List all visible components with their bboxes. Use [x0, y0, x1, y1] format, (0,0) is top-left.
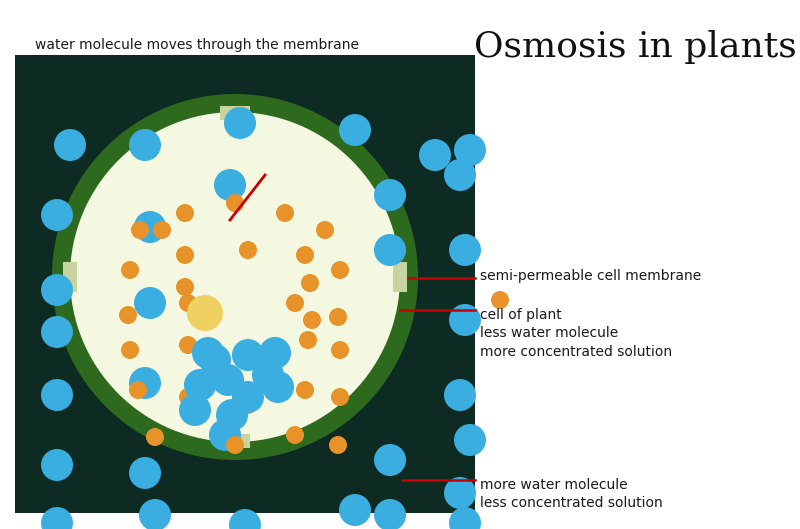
- Bar: [15, 55, 475, 513]
- Circle shape: [229, 509, 261, 529]
- Circle shape: [226, 194, 244, 212]
- Circle shape: [262, 371, 294, 403]
- Circle shape: [226, 436, 244, 454]
- Circle shape: [199, 344, 231, 376]
- Circle shape: [121, 261, 139, 279]
- Circle shape: [339, 114, 371, 146]
- Circle shape: [209, 419, 241, 451]
- Circle shape: [129, 129, 161, 161]
- Text: water molecule moves through the membrane: water molecule moves through the membran…: [35, 38, 359, 52]
- Circle shape: [70, 112, 400, 442]
- Circle shape: [232, 381, 264, 413]
- Circle shape: [449, 507, 481, 529]
- Circle shape: [176, 204, 194, 222]
- Circle shape: [179, 336, 197, 354]
- Circle shape: [184, 369, 216, 401]
- Circle shape: [134, 211, 166, 243]
- Circle shape: [41, 449, 73, 481]
- Circle shape: [41, 274, 73, 306]
- Circle shape: [239, 396, 257, 414]
- Circle shape: [259, 337, 291, 369]
- Text: semi-permeable cell membrane: semi-permeable cell membrane: [480, 269, 702, 283]
- Text: cell of plant
less water molecule
more concentrated solution: cell of plant less water molecule more c…: [480, 308, 672, 359]
- Circle shape: [224, 107, 256, 139]
- Circle shape: [232, 339, 264, 371]
- Circle shape: [299, 331, 317, 349]
- Circle shape: [41, 507, 73, 529]
- Circle shape: [374, 444, 406, 476]
- Circle shape: [374, 499, 406, 529]
- Circle shape: [134, 287, 166, 319]
- Circle shape: [444, 159, 476, 191]
- Circle shape: [316, 221, 334, 239]
- Circle shape: [454, 424, 486, 456]
- Circle shape: [339, 494, 371, 526]
- Circle shape: [296, 246, 314, 264]
- Circle shape: [129, 367, 161, 399]
- Circle shape: [41, 199, 73, 231]
- Bar: [220, 434, 250, 448]
- Circle shape: [286, 426, 304, 444]
- Bar: [220, 106, 250, 120]
- Circle shape: [129, 457, 161, 489]
- Text: Osmosis in plants: Osmosis in plants: [474, 30, 796, 64]
- Circle shape: [296, 381, 314, 399]
- Circle shape: [179, 388, 197, 406]
- Circle shape: [131, 221, 149, 239]
- Circle shape: [146, 428, 164, 446]
- Circle shape: [419, 139, 451, 171]
- Circle shape: [301, 274, 319, 292]
- Circle shape: [179, 394, 211, 426]
- Circle shape: [176, 278, 194, 296]
- Circle shape: [139, 499, 171, 529]
- Circle shape: [449, 234, 481, 266]
- Circle shape: [176, 246, 194, 264]
- Circle shape: [129, 381, 147, 399]
- Circle shape: [454, 134, 486, 166]
- Circle shape: [303, 311, 321, 329]
- Circle shape: [214, 169, 246, 201]
- Circle shape: [374, 179, 406, 211]
- Circle shape: [119, 306, 137, 324]
- Circle shape: [444, 477, 476, 509]
- Circle shape: [54, 129, 86, 161]
- Circle shape: [331, 261, 349, 279]
- Circle shape: [449, 304, 481, 336]
- Circle shape: [329, 436, 347, 454]
- Circle shape: [153, 221, 171, 239]
- Circle shape: [252, 359, 284, 391]
- Circle shape: [41, 316, 73, 348]
- Circle shape: [239, 241, 257, 259]
- Circle shape: [52, 94, 418, 460]
- Circle shape: [212, 364, 244, 396]
- Circle shape: [121, 341, 139, 359]
- Circle shape: [444, 379, 476, 411]
- Bar: [63, 262, 77, 292]
- Circle shape: [192, 337, 224, 369]
- Circle shape: [216, 399, 248, 431]
- Circle shape: [179, 294, 197, 312]
- Text: more water molecule
less concentrated solution: more water molecule less concentrated so…: [480, 478, 662, 510]
- Bar: [393, 262, 407, 292]
- Circle shape: [187, 295, 223, 331]
- Circle shape: [41, 379, 73, 411]
- Circle shape: [491, 291, 509, 309]
- Circle shape: [286, 294, 304, 312]
- Circle shape: [374, 234, 406, 266]
- Circle shape: [276, 204, 294, 222]
- Circle shape: [329, 308, 347, 326]
- Circle shape: [331, 388, 349, 406]
- Circle shape: [331, 341, 349, 359]
